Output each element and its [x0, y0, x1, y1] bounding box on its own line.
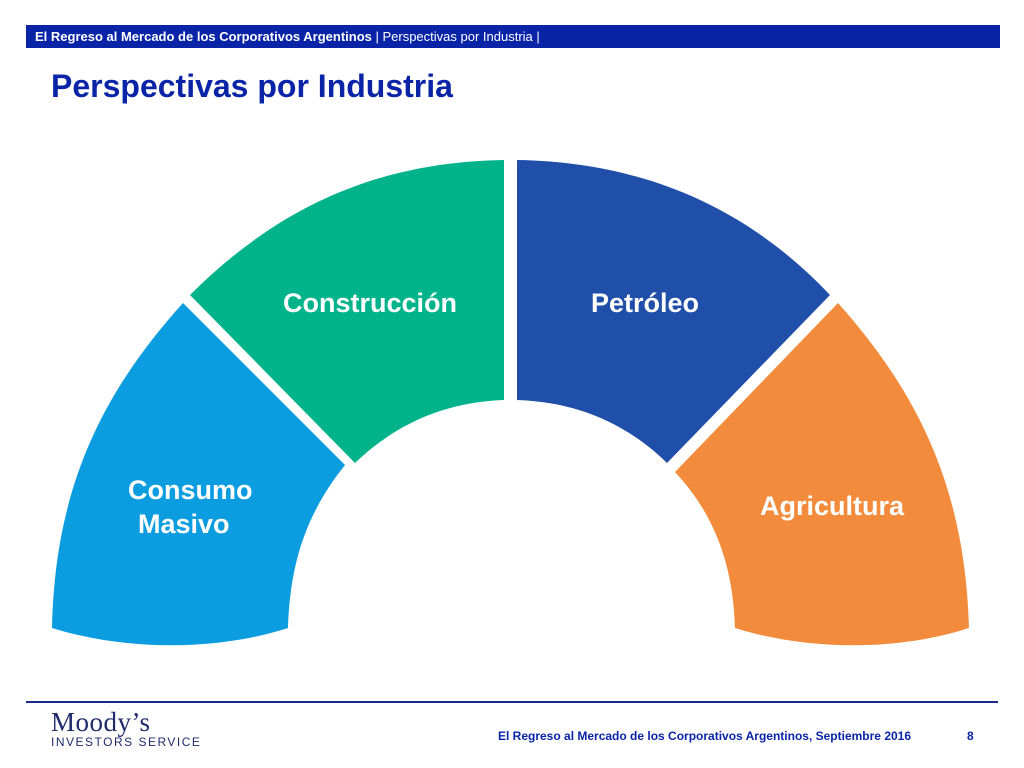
footer-divider: [26, 701, 998, 703]
header-bold-title: El Regreso al Mercado de los Corporativo…: [35, 29, 372, 44]
segment-construccion: [190, 160, 504, 463]
footer-text: El Regreso al Mercado de los Corporativo…: [498, 729, 912, 743]
header-section: | Perspectivas por Industria |: [371, 29, 540, 44]
logo-sub-text: INVESTORS SERVICE: [51, 735, 202, 749]
segment-label-construccion: Construcción: [283, 288, 457, 318]
segment-petroleo: [517, 160, 830, 463]
moodys-logo: Moody’s INVESTORS SERVICE: [51, 707, 202, 750]
segment-agricultura: [675, 303, 969, 646]
page-title: Perspectivas por Industria: [51, 68, 453, 104]
segment-label-consumo-1: Consumo: [128, 475, 253, 505]
segment-consumo-masivo: [52, 303, 345, 646]
page-number: 8: [967, 729, 974, 743]
segment-label-petroleo: Petróleo: [591, 288, 699, 318]
segment-label-agricultura: Agricultura: [760, 491, 905, 521]
header-bar: El Regreso al Mercado de los Corporativo…: [26, 25, 1000, 48]
logo-main-text: Moody’s: [51, 707, 151, 737]
segment-label-consumo-2: Masivo: [138, 509, 230, 539]
